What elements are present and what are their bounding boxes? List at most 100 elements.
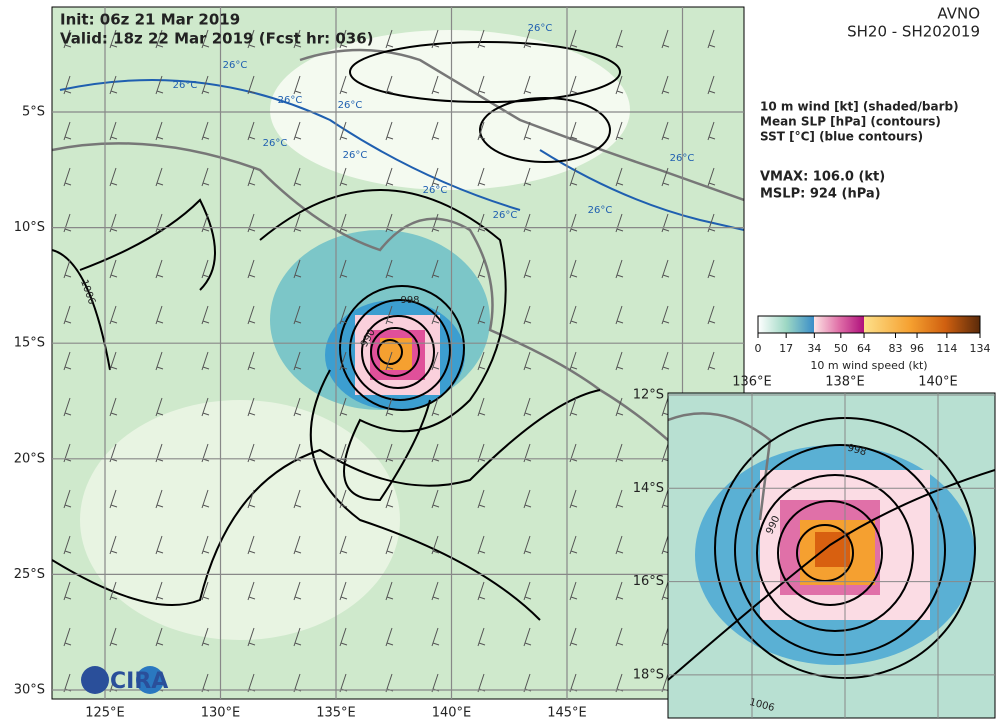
wind-barb [569,213,578,233]
wind-barb [109,259,118,279]
wind-barb [523,167,532,187]
wind-barb [707,29,716,49]
wind-barb [523,121,532,141]
wind-barb [293,627,302,647]
wind-barb [201,489,210,509]
wind-barb [109,305,118,325]
wind-barb [661,167,670,187]
slp-label: 998 [846,443,867,459]
wind-barb [661,259,670,279]
wind-barb [247,489,256,509]
wind-barb [201,259,210,279]
wind-barb [201,213,210,233]
wind-barb [661,75,670,95]
wind-barb [431,121,440,141]
wind-barb [155,75,164,95]
inset-map [668,393,995,718]
wind-barb [155,121,164,141]
lon-label: 135°E [316,706,356,721]
wind-barb [339,627,348,647]
wind-barb [477,167,486,187]
wind-barb [155,29,164,49]
wind-barb [201,535,210,555]
lat-label: 30°S [14,683,45,698]
wind-barb [63,535,72,555]
wind-barb [431,29,440,49]
wind-barb [63,213,72,233]
wind-barb [431,581,440,601]
wind-barb [569,305,578,325]
wind-barb [109,627,118,647]
wind-barb [109,535,118,555]
wind-barb [431,305,440,325]
wind-barb [201,305,210,325]
sst-label: 26°C [263,138,288,149]
lon-label: 136°E [732,375,772,390]
wind-barb [615,305,624,325]
wind-barb [569,121,578,141]
wind-barb [247,397,256,417]
wind-barb [661,121,670,141]
wind-barb [477,259,486,279]
wind-barb [477,29,486,49]
wind-barb [431,489,440,509]
wind-barb [523,489,532,509]
wind-barb [477,397,486,417]
wind-barb [293,259,302,279]
colorbar-tick-label: 34 [807,342,821,355]
wind-barb [155,167,164,187]
sst-label: 26°C [528,23,553,34]
wind-barb [385,75,394,95]
wind-barb [201,581,210,601]
wind-barb [385,351,394,371]
wind-barb [339,75,348,95]
wind-barb [293,305,302,325]
wind-barb [615,581,624,601]
lon-label: 138°E [825,375,865,390]
wind-barb [339,121,348,141]
main-map [52,7,744,699]
wind-barb [293,29,302,49]
lat-label: 16°S [633,574,664,589]
wind-barb [293,75,302,95]
sst-label: 26°C [278,95,303,106]
wind-barb [615,75,624,95]
wind-barb [63,167,72,187]
sst-label: 26°C [223,60,248,71]
wind-barb [523,535,532,555]
lat-label: 10°S [14,220,45,235]
wind-barb [477,581,486,601]
wind-barb [569,489,578,509]
wind-barb [661,29,670,49]
wind-barb [109,397,118,417]
mslp: MSLP: 924 (hPa) [760,187,881,202]
wind-barb [707,213,716,233]
wind-barb [63,489,72,509]
model-name: AVNO [937,5,980,23]
lat-label: 5°S [22,105,45,120]
wind-barb [155,259,164,279]
legend-line: 10 m wind [kt] (shaded/barb) [760,100,959,114]
wind-barb [431,167,440,187]
wind-barb [247,29,256,49]
logo: CIRA [110,669,168,694]
wind-barb [569,29,578,49]
wind-barb [201,627,210,647]
wind-barb [615,535,624,555]
wind-barb [523,581,532,601]
wind-barb [63,627,72,647]
wind-barb [615,489,624,509]
wind-barb [293,351,302,371]
wind-barb [339,397,348,417]
wind-barb [707,167,716,187]
wind-barb [339,29,348,49]
wind-barb [109,121,118,141]
wind-barb [247,305,256,325]
storm-id: SH20 - SH202019 [847,23,980,41]
init-time: Init: 06z 21 Mar 2019 [60,11,240,29]
wind-barb [63,29,72,49]
wind-barb [661,351,670,371]
wind-barb [339,535,348,555]
sst-label: 26°C [173,80,198,91]
